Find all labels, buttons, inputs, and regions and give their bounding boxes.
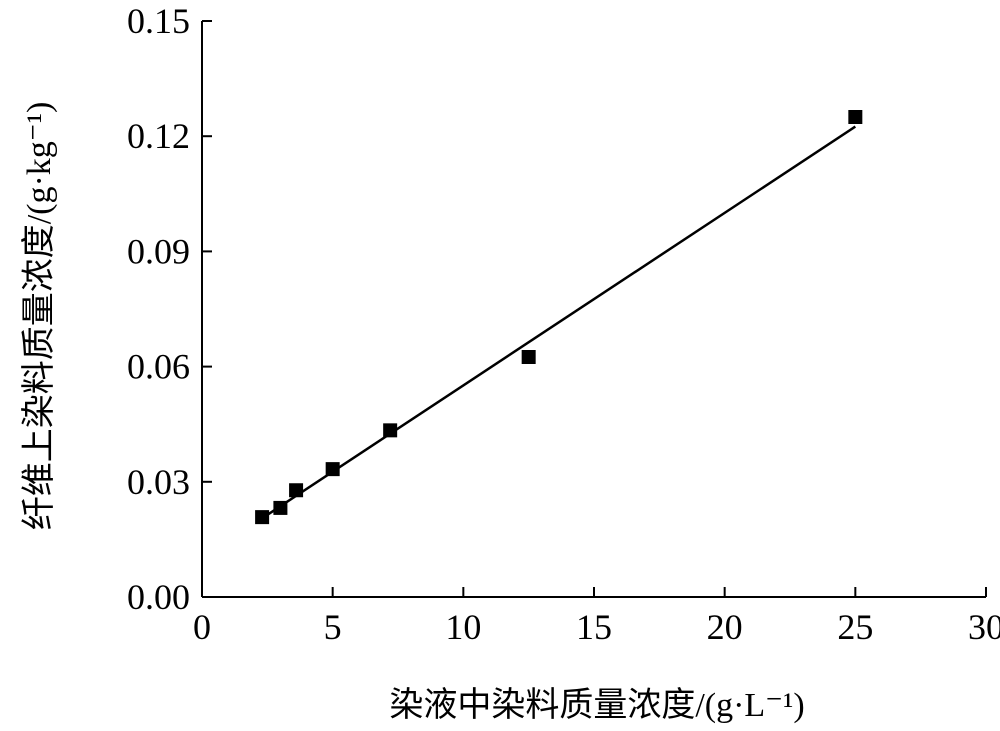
data-point [383,423,398,438]
data-point [325,462,340,477]
y-tick-label: 0.03 [127,462,190,502]
y-axis-label: 纤维上染料质量浓度/(g·kg⁻¹) [20,102,58,531]
x-tick-label: 10 [445,607,481,647]
data-point [521,350,536,364]
fit-line [261,125,857,520]
x-tick-label: 30 [968,607,1000,647]
axes [201,21,986,598]
x-ticks: 0 5 10 15 20 25 30 [193,587,1000,647]
data-point [255,510,270,525]
x-tick-label: 15 [576,607,612,647]
x-tick-label: 5 [324,607,342,647]
y-ticks: 0.00 0.03 0.06 0.09 0.12 0.15 [127,1,212,617]
x-tick-label: 25 [837,607,873,647]
fit-line-group [261,125,857,520]
y-tick-label: 0.09 [127,231,190,271]
x-tick-label: 20 [707,607,743,647]
data-points [255,110,863,525]
data-point [273,500,288,515]
x-axis-label: 染液中染料质量浓度/(g·L⁻¹) [389,686,804,724]
y-tick-label: 0.15 [127,1,190,41]
data-point [289,483,304,498]
x-tick-label: 0 [193,607,211,647]
y-tick-label: 0.12 [127,116,190,156]
y-tick-label: 0.06 [127,347,190,387]
data-point [848,110,863,124]
y-tick-label: 0.00 [127,577,190,617]
